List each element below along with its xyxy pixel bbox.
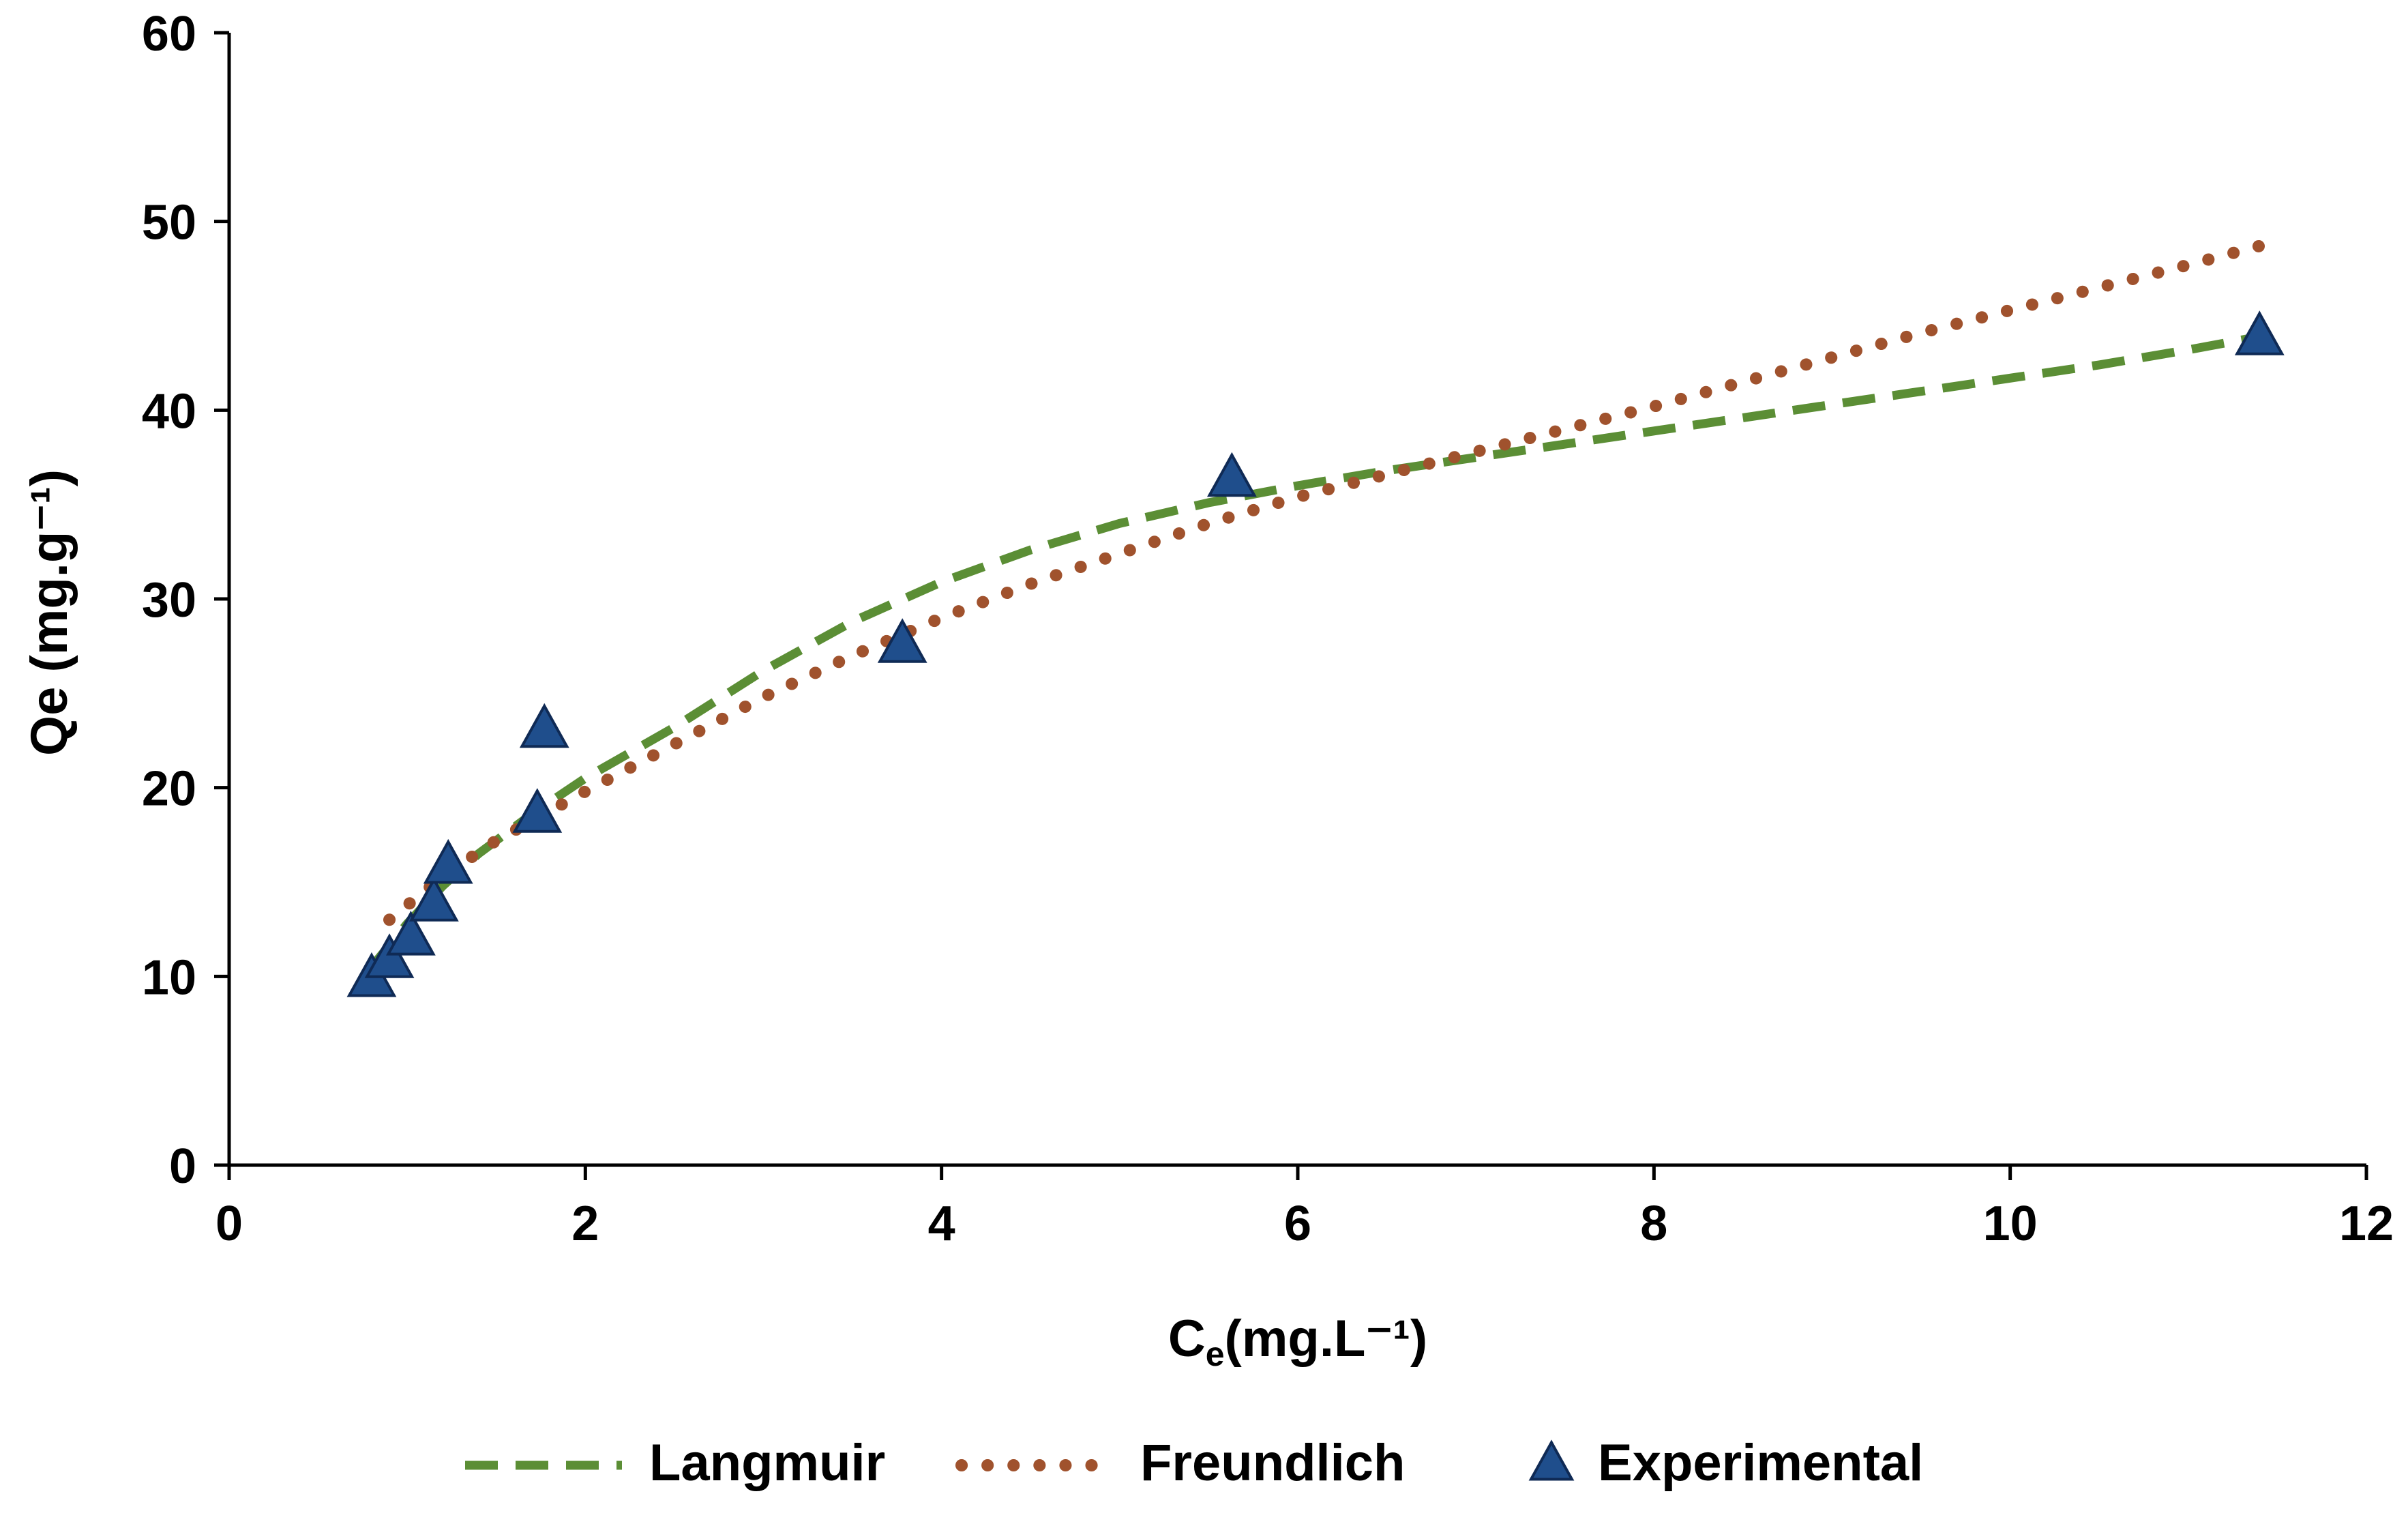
data-point-experimental — [1206, 452, 1257, 497]
data-point-experimental — [385, 911, 436, 956]
data-point-experimental — [519, 703, 569, 748]
legend-label-experimental: Experimental — [1598, 1434, 1923, 1492]
legend-label-langmuir: Langmuir — [649, 1434, 885, 1492]
y-tick-label: 30 — [142, 573, 196, 628]
x-tick-label: 12 — [2339, 1197, 2394, 1251]
y-tick-label: 10 — [142, 950, 196, 1005]
x-tick-label: 0 — [215, 1197, 243, 1251]
x-tick-label: 8 — [1640, 1197, 1667, 1251]
y-tick-label: 50 — [142, 196, 196, 250]
data-point-experimental — [408, 877, 459, 922]
x-tick-label: 2 — [571, 1197, 599, 1251]
series-line-langmuir — [368, 332, 2261, 970]
x-axis-label-subscript: e — [1206, 1335, 1225, 1373]
y-axis-label: Qe (mg.g⁻¹) — [20, 469, 78, 756]
legend: Langmuir Freundlich Experimental — [465, 1434, 1923, 1492]
x-tick-label: 10 — [1983, 1197, 2038, 1251]
axes-layer — [227, 33, 2366, 1167]
data-point-experimental — [512, 788, 563, 833]
y-tick-label: 60 — [142, 7, 196, 61]
y-ticks: 0 10 20 30 40 50 60 — [142, 7, 229, 1194]
data-point-experimental — [423, 838, 473, 884]
x-tick-label: 6 — [1284, 1197, 1311, 1251]
x-axis-label-main: C — [1168, 1310, 1206, 1368]
x-axis-label: Ce(mg.L⁻¹) — [1168, 1310, 1427, 1373]
series-line-freundlich — [383, 239, 2266, 926]
data-point-experimental — [877, 618, 927, 663]
x-ticks: 0 2 4 6 8 10 12 — [215, 1165, 2394, 1251]
x-tick-label: 4 — [928, 1197, 955, 1251]
series-layer — [346, 239, 2285, 997]
data-point-experimental — [364, 933, 415, 978]
y-tick-label: 0 — [169, 1139, 196, 1194]
y-tick-label: 40 — [142, 384, 196, 439]
legend-label-freundlich: Freundlich — [1140, 1434, 1405, 1492]
data-point-experimental — [2234, 310, 2285, 355]
x-axis-label-units: (mg.L⁻¹) — [1225, 1310, 1428, 1368]
y-tick-label: 20 — [142, 762, 196, 817]
legend-swatch-experimental — [1528, 1439, 1575, 1481]
